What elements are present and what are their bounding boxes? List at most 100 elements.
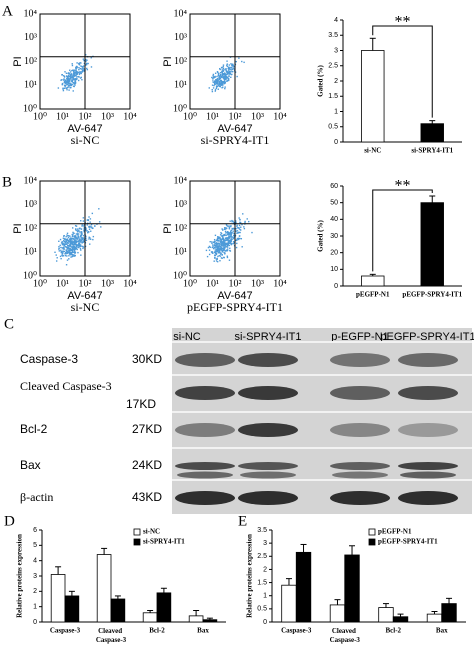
cell-dot xyxy=(72,235,74,237)
y-tick-label: 2.5 xyxy=(257,553,267,560)
cell-dot xyxy=(229,67,231,69)
cell-dot xyxy=(226,72,229,74)
x-tick-label: Cleaved Caspase-3 xyxy=(96,627,127,644)
cell-dot xyxy=(67,247,69,249)
cell-dot xyxy=(215,85,218,87)
cell-dot xyxy=(62,89,65,92)
bar xyxy=(344,554,360,623)
cell-dot xyxy=(220,79,223,82)
cell-dot xyxy=(217,79,219,82)
cell-dot xyxy=(223,72,226,74)
cell-dot xyxy=(75,237,77,240)
cell-dot xyxy=(230,239,233,241)
cell-dot xyxy=(66,250,69,252)
cell-dot xyxy=(229,235,231,237)
cell-dot xyxy=(83,223,86,226)
cell-dot xyxy=(236,227,239,229)
cell-dot xyxy=(221,238,223,240)
cell-dot xyxy=(79,71,81,73)
x-tick-label: Bcl-2 xyxy=(385,627,401,635)
bar xyxy=(426,613,443,623)
x-tick-label: 10³ xyxy=(101,111,114,122)
cell-dot xyxy=(86,68,89,71)
cell-dot xyxy=(226,249,229,252)
cell-dot xyxy=(226,256,229,259)
cell-dot xyxy=(223,241,226,244)
cell-dot xyxy=(73,242,76,244)
cell-dot xyxy=(89,238,92,240)
cell-dot xyxy=(59,238,62,241)
cell-dot xyxy=(227,243,230,245)
cell-dot xyxy=(62,87,64,89)
cell-dot xyxy=(74,77,76,80)
cell-dot xyxy=(215,250,217,253)
cell-dot xyxy=(77,235,79,237)
cell-dot xyxy=(238,224,241,227)
cell-dot xyxy=(65,252,67,254)
cell-dot xyxy=(228,72,230,75)
cell-dot xyxy=(63,235,65,237)
cell-dot xyxy=(72,74,75,76)
cell-dot xyxy=(85,64,87,66)
cell-dot xyxy=(235,220,237,222)
cell-dot xyxy=(72,246,74,248)
cell-dot xyxy=(69,71,72,73)
cell-dot xyxy=(82,67,84,69)
cell-dot xyxy=(64,254,67,257)
cell-dot xyxy=(217,243,220,245)
y-tick-label: 20 xyxy=(330,250,338,257)
cell-dot xyxy=(236,242,238,245)
y-tick-label: 3.5 xyxy=(257,527,267,534)
blot-band xyxy=(398,491,458,505)
cell-dot xyxy=(214,89,217,91)
cell-dot xyxy=(224,76,226,79)
cell-dot xyxy=(79,72,82,74)
cell-dot xyxy=(213,238,216,241)
cell-dot xyxy=(70,76,73,78)
cell-dot xyxy=(226,76,229,79)
cell-dot xyxy=(217,236,219,238)
cell-dot xyxy=(217,84,219,86)
cell-dot xyxy=(68,74,70,76)
bar xyxy=(295,551,312,623)
cell-dot xyxy=(230,232,232,234)
cell-dot xyxy=(64,71,66,73)
cell-dot xyxy=(89,237,91,239)
cell-dot xyxy=(230,242,232,245)
cell-dot xyxy=(217,255,219,258)
cell-dot xyxy=(75,246,77,248)
cell-dot xyxy=(69,237,71,240)
cell-dot xyxy=(61,240,63,243)
protein-label: β-actin xyxy=(20,490,53,504)
cell-dot xyxy=(214,83,216,86)
y-tick-label: 0 xyxy=(334,139,338,146)
cell-dot xyxy=(81,225,83,227)
cell-dot xyxy=(215,81,217,84)
cell-dot xyxy=(74,69,76,71)
cell-dot xyxy=(65,87,68,89)
cell-dot xyxy=(85,58,87,61)
cell-dot xyxy=(215,244,218,246)
cell-dot xyxy=(81,237,83,239)
cell-dot xyxy=(224,82,226,84)
blot-band xyxy=(398,386,458,400)
cell-dot xyxy=(74,74,76,76)
cell-dot xyxy=(82,241,84,243)
cell-dot xyxy=(74,246,77,249)
cell-dot xyxy=(220,257,223,259)
x-tick-label: 10¹ xyxy=(56,111,69,122)
cell-dot xyxy=(230,234,232,236)
cell-dot xyxy=(229,232,231,235)
blot-band xyxy=(398,462,458,470)
cell-dot xyxy=(80,68,83,70)
cell-dot xyxy=(223,249,226,251)
cell-dot xyxy=(221,242,224,245)
cell-dot xyxy=(91,226,93,229)
cell-dot xyxy=(72,69,74,71)
cell-dot xyxy=(82,240,84,242)
cell-dot xyxy=(216,240,219,242)
cell-dot xyxy=(222,70,224,73)
x-tick-label-line: Caspase-3 xyxy=(330,636,361,644)
y-tick-label: 3 xyxy=(334,47,338,54)
lane-label: si-NC xyxy=(173,331,201,343)
